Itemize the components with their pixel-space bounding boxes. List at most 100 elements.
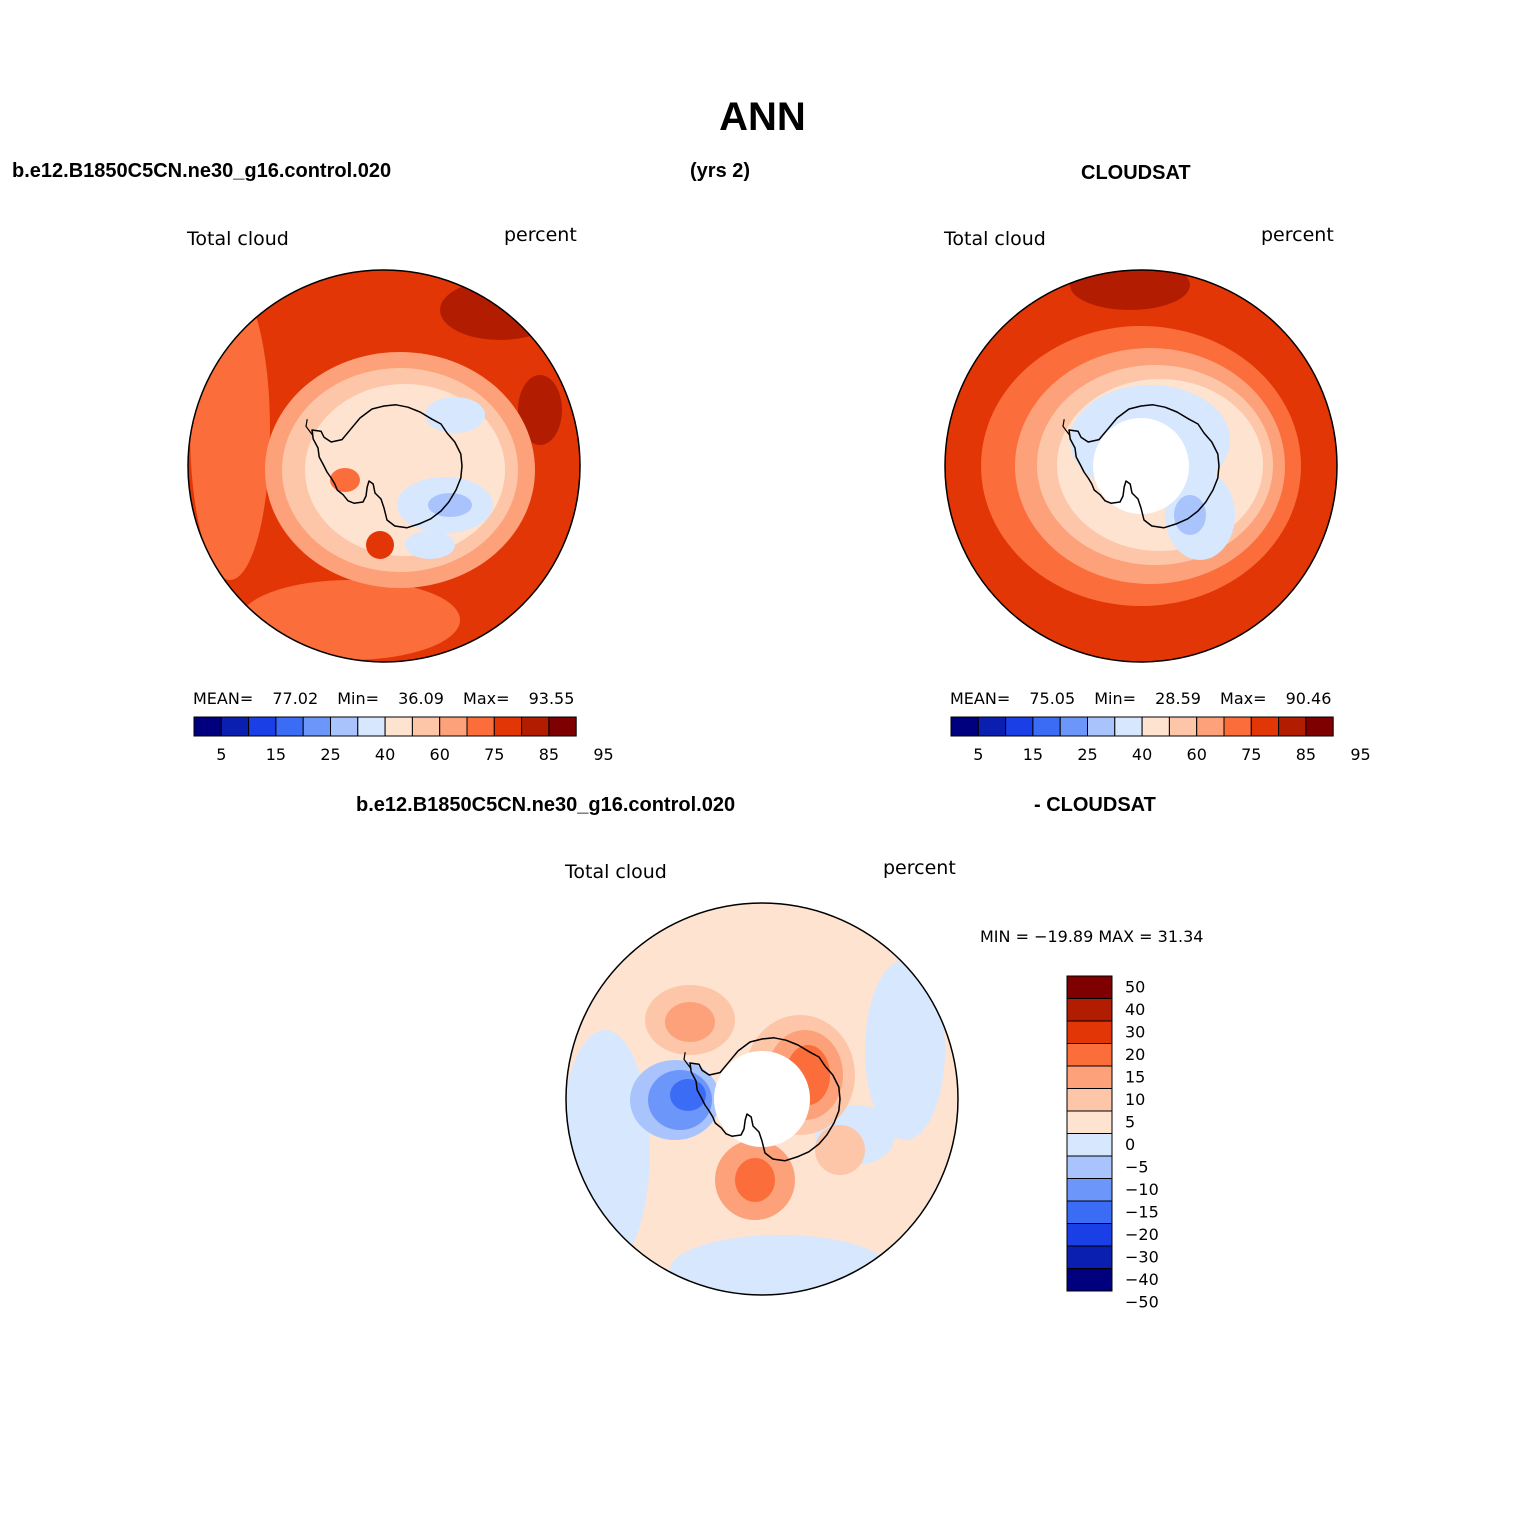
min-label: Min= bbox=[1094, 689, 1137, 708]
colorbar-box bbox=[1066, 1200, 1113, 1224]
colorbar-box bbox=[1066, 998, 1113, 1022]
colorbar-tick-label: 30 bbox=[1125, 1023, 1145, 1042]
obs-case-label: CLOUDSAT bbox=[1081, 162, 1191, 184]
colorbar-box bbox=[384, 716, 413, 737]
colorbar-tick-label: 25 bbox=[1077, 745, 1097, 764]
diff-map bbox=[566, 903, 958, 1295]
colorbar-box bbox=[1305, 716, 1334, 737]
colorbar-box bbox=[302, 716, 332, 737]
colorbar-tick-label: 15 bbox=[1125, 1068, 1145, 1087]
colorbar-tick-label: 0 bbox=[1125, 1135, 1135, 1154]
model-variable-label: Total cloud bbox=[187, 228, 289, 250]
model-colorbar: 5 15 25 40 60 75 85 95 bbox=[193, 716, 614, 764]
colorbar-box bbox=[1066, 1178, 1113, 1202]
colorbar-tick-label: −40 bbox=[1125, 1270, 1159, 1289]
obs-map-border bbox=[944, 269, 1338, 663]
obs-map bbox=[945, 270, 1337, 662]
colorbar-box bbox=[1059, 716, 1088, 737]
diff-map-border bbox=[565, 902, 959, 1296]
colorbar-tick-label: −50 bbox=[1125, 1293, 1159, 1312]
colorbar-tick-label: −15 bbox=[1125, 1203, 1159, 1222]
colorbar-tick-label: 15 bbox=[266, 745, 286, 764]
colorbar-tick-label: 5 bbox=[216, 745, 226, 764]
mean-label: MEAN= bbox=[193, 689, 254, 708]
colorbar-box bbox=[950, 716, 979, 737]
obs-stats: MEAN= 75.05 Min= 28.59 Max= 90.46 bbox=[950, 689, 1331, 708]
model-stats: MEAN= 77.02 Min= 36.09 Max= 93.55 bbox=[193, 689, 574, 708]
colorbar-box bbox=[193, 716, 222, 737]
colorbar-tick-label: −5 bbox=[1125, 1158, 1149, 1177]
max-value: 93.55 bbox=[528, 689, 575, 708]
colorbar-tick-label: 75 bbox=[484, 745, 504, 764]
colorbar-box bbox=[1223, 716, 1252, 737]
colorbar-box bbox=[330, 716, 359, 737]
colorbar-tick-label: −10 bbox=[1125, 1180, 1159, 1199]
colorbar-tick-label: 20 bbox=[1125, 1045, 1145, 1064]
colorbar-tick-label: 40 bbox=[1125, 1000, 1145, 1019]
model-map-border bbox=[187, 269, 581, 663]
obs-units-label: percent bbox=[1261, 224, 1334, 246]
figure-title: ANN bbox=[719, 95, 806, 139]
colorbar-box bbox=[439, 716, 468, 737]
years-label: (yrs 2) bbox=[690, 160, 751, 182]
colorbar-box bbox=[1066, 1043, 1113, 1067]
colorbar-box bbox=[248, 716, 277, 737]
colorbar-box bbox=[548, 716, 577, 737]
min-value: 36.09 bbox=[398, 689, 444, 708]
colorbar-box bbox=[1141, 716, 1170, 737]
max-value: 90.46 bbox=[1285, 689, 1332, 708]
colorbar-tick-label: 40 bbox=[375, 745, 395, 764]
obs-field bbox=[981, 270, 1301, 606]
colorbar-box bbox=[357, 716, 386, 737]
colorbar-box bbox=[1066, 1020, 1113, 1044]
colorbar-box bbox=[521, 716, 550, 737]
obs-colorbar: 5 15 25 40 60 75 85 95 bbox=[950, 716, 1371, 764]
colorbar-tick-label: −30 bbox=[1125, 1248, 1159, 1267]
diff-variable-label: Total cloud bbox=[565, 861, 667, 883]
colorbar-tick-label: 85 bbox=[539, 745, 559, 764]
max-label: Max= bbox=[463, 689, 510, 708]
colorbar-tick-label: 5 bbox=[973, 745, 983, 764]
max-label: Max= bbox=[1220, 689, 1267, 708]
diff-stats: MIN = −19.89 MAX = 31.34 bbox=[980, 927, 1204, 946]
colorbar-tick-label: −20 bbox=[1125, 1225, 1159, 1244]
colorbar-tick-label: 10 bbox=[1125, 1090, 1145, 1109]
colorbar-box bbox=[275, 716, 304, 737]
colorbar-box bbox=[1168, 716, 1198, 737]
colorbar-box bbox=[1032, 716, 1061, 737]
colorbar-tick-label: 60 bbox=[430, 745, 450, 764]
colorbar-box bbox=[1066, 1065, 1113, 1089]
diff-case-right-label: - CLOUDSAT bbox=[1034, 794, 1156, 816]
model-case-label: b.e12.B1850C5CN.ne30_g16.control.020 bbox=[12, 160, 392, 182]
colorbar-box bbox=[1066, 1133, 1113, 1157]
obs-variable-label: Total cloud bbox=[944, 228, 1046, 250]
colorbar-tick-label: 75 bbox=[1241, 745, 1261, 764]
colorbar-box bbox=[1196, 716, 1225, 737]
colorbar-tick-label: 25 bbox=[320, 745, 340, 764]
diff-field bbox=[566, 960, 945, 1295]
mean-value: 75.05 bbox=[1029, 689, 1076, 708]
colorbar-tick-label: 40 bbox=[1132, 745, 1152, 764]
colorbar-tick-label: 85 bbox=[1296, 745, 1316, 764]
colorbar-box bbox=[1278, 716, 1307, 737]
colorbar-tick-label: 60 bbox=[1187, 745, 1207, 764]
model-map bbox=[188, 270, 580, 662]
colorbar-box bbox=[493, 716, 523, 737]
diff-units-label: percent bbox=[883, 857, 956, 879]
mean-value: 77.02 bbox=[272, 689, 319, 708]
colorbar-box bbox=[1066, 975, 1113, 999]
colorbar-box bbox=[1066, 1268, 1113, 1292]
min-label: Min= bbox=[337, 689, 380, 708]
colorbar-tick-label: 50 bbox=[1125, 978, 1145, 997]
colorbar-box bbox=[1250, 716, 1280, 737]
colorbar-box bbox=[220, 716, 250, 737]
diff-case-left-label: b.e12.B1850C5CN.ne30_g16.control.020 bbox=[356, 794, 736, 816]
colorbar-box bbox=[1066, 1223, 1113, 1247]
colorbar-box bbox=[1005, 716, 1034, 737]
colorbar-tick-label: 5 bbox=[1125, 1113, 1135, 1132]
model-units-label: percent bbox=[504, 224, 577, 246]
colorbar-box bbox=[1066, 1088, 1113, 1112]
colorbar-box bbox=[1114, 716, 1143, 737]
colorbar-tick-label: 15 bbox=[1023, 745, 1043, 764]
